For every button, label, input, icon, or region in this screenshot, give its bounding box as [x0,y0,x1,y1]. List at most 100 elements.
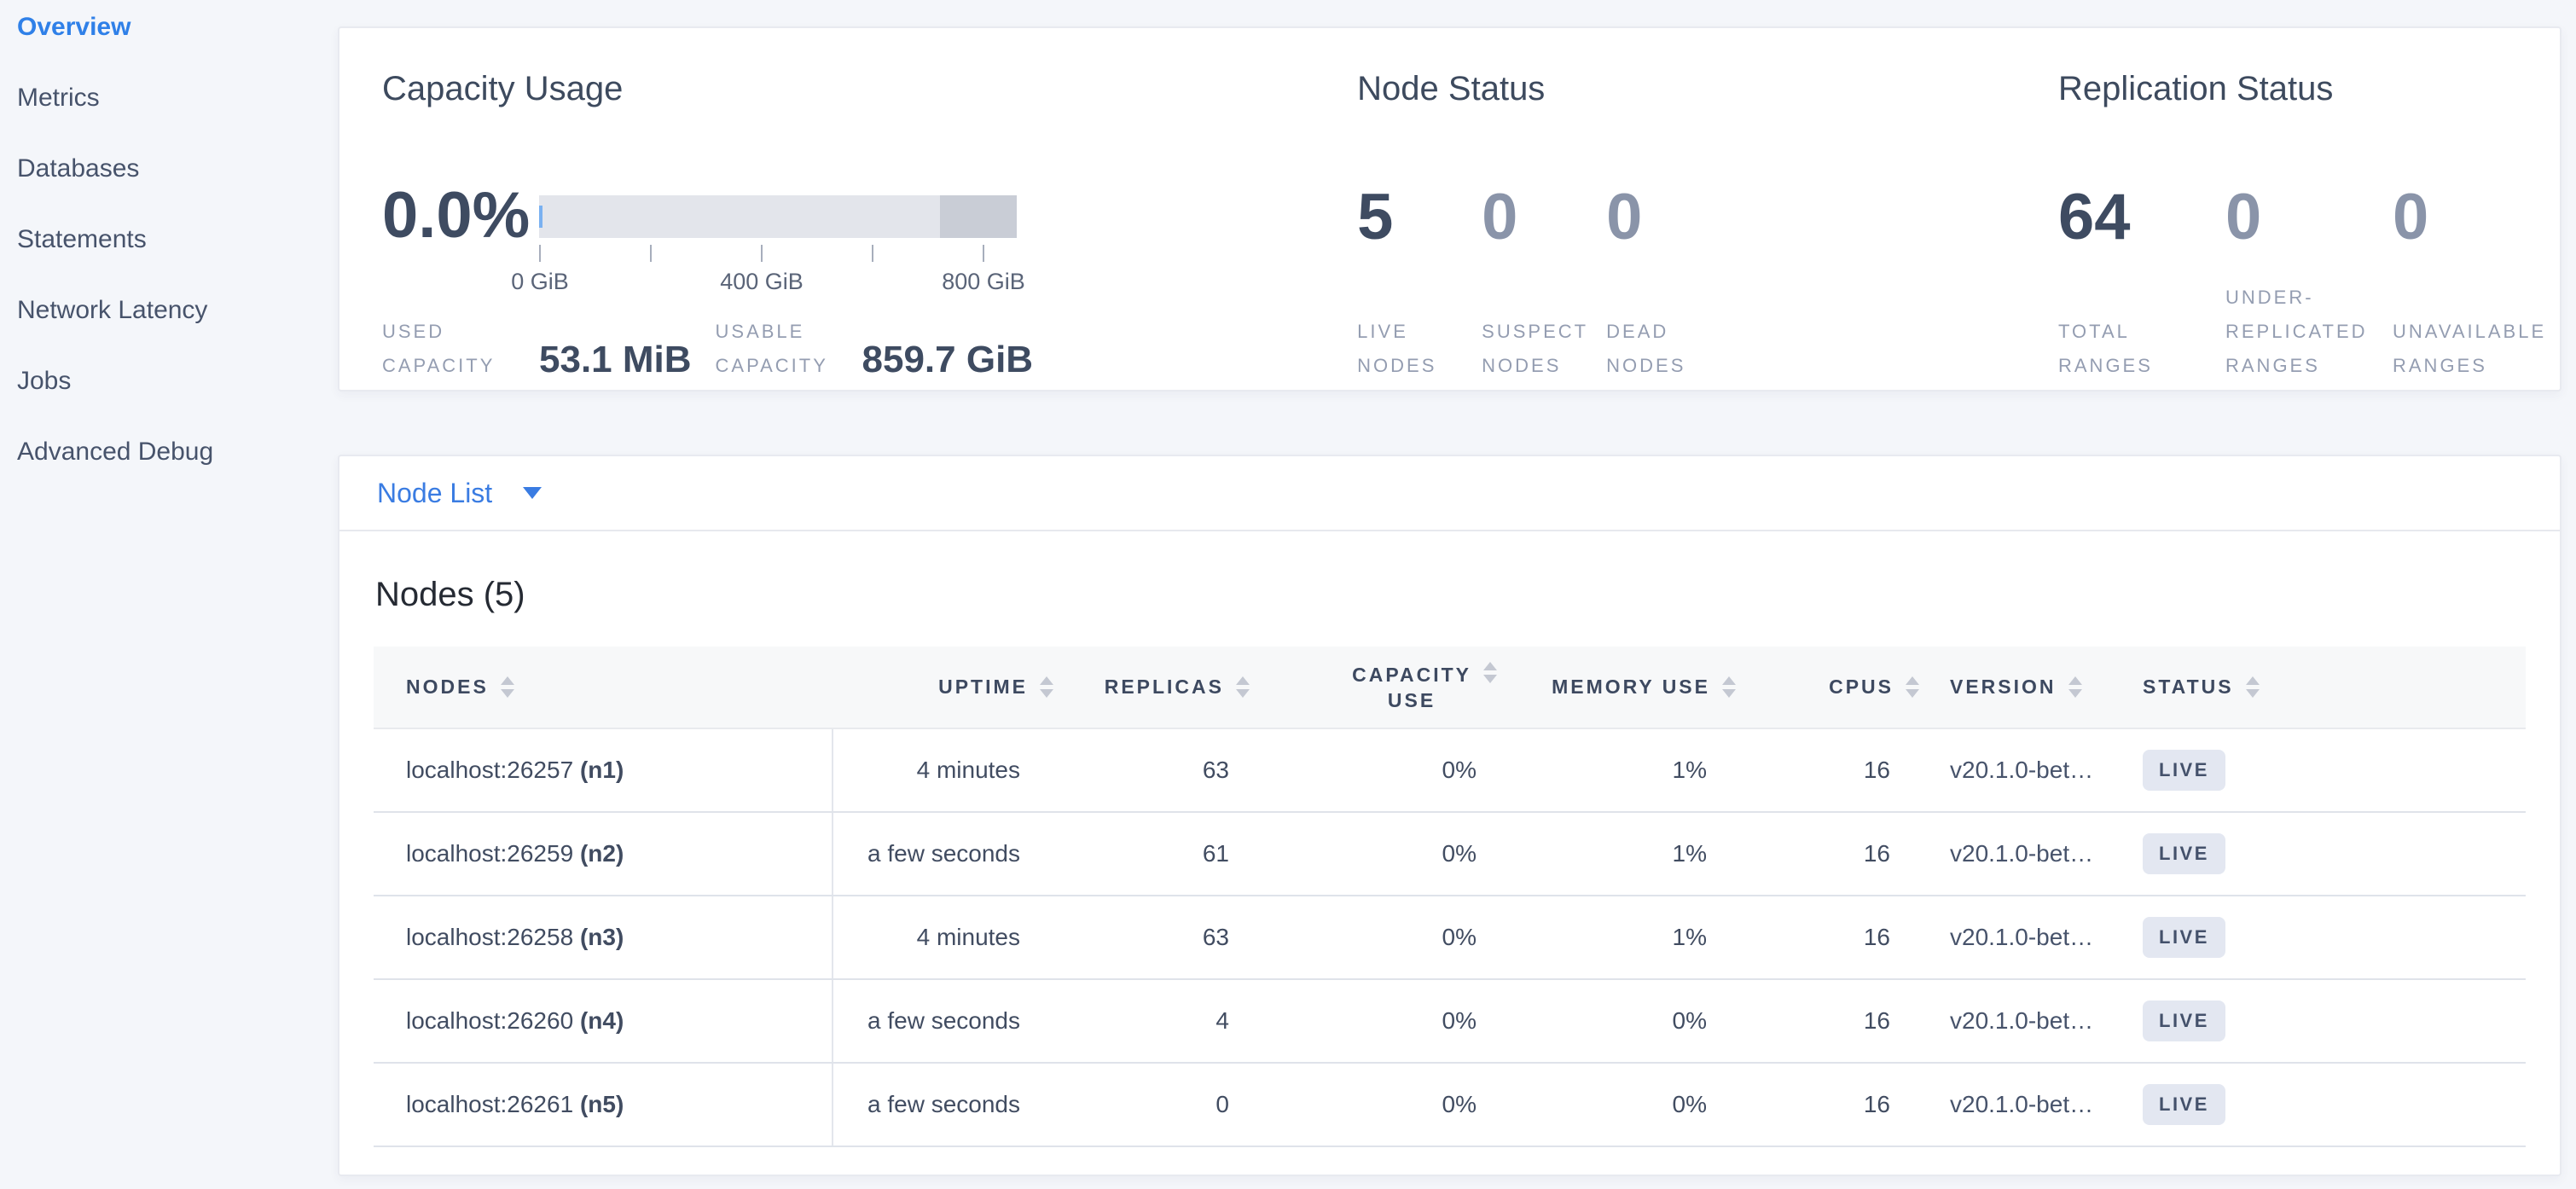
capacity-axis [539,241,1017,264]
capacity-stats-row: USED CAPACITY 53.1 MiB USABLE CAPACITY 8… [382,315,1357,383]
label-line: RANGES [2225,355,2320,376]
cpus-cell: 16 [1741,896,1924,980]
used-capacity-value: 53.1 MiB [539,339,692,380]
replicas-cell: 63 [1059,896,1255,980]
capacity-bar-other-segment [940,195,1017,238]
node-address: localhost:26258 [406,924,574,950]
total-ranges-stat: 64 TOTAL RANGES [2058,183,2225,383]
memory-use-cell: 0% [1502,1063,1741,1147]
uptime-cell: a few seconds [833,812,1059,896]
version-cell: v20.1.0-bet… [1924,728,2112,813]
sort-icon [2068,676,2082,698]
column-label: STATUS [2143,676,2234,698]
sidebar-item-advanced-debug[interactable]: Advanced Debug [17,438,214,466]
suspect-nodes-stat: 0 SUSPECT NODES [1482,183,1606,383]
status-cell: LIVE [2112,979,2526,1064]
total-ranges-value: 64 [2058,181,2131,253]
node-list-dropdown[interactable]: Node List [377,478,542,509]
capacity-usage-title: Capacity Usage [382,70,624,107]
node-address-cell: localhost:26257 (n1) [374,728,833,813]
uptime-cell: 4 minutes [833,896,1059,980]
used-capacity-label-line1: USED [382,321,445,342]
node-address: localhost:26260 [406,1007,574,1034]
node-list-dropdown-label: Node List [377,477,493,508]
status-badge: LIVE [2143,1000,2225,1041]
unavailable-ranges-label: UNAVAILABLE RANGES [2393,281,2560,383]
live-nodes-label: LIVE NODES [1357,281,1482,383]
replication-stats: 64 TOTAL RANGES 0 UNDER- REPLICATED RANG… [2058,183,2560,383]
sort-icon [1906,676,1919,698]
column-header-uptime[interactable]: UPTIME [833,647,1059,729]
label-line: RANGES [2393,355,2487,376]
sidebar-item-statements[interactable]: Statements [17,225,147,253]
node-status-panel: Node Status 5 LIVE NODES 0 SUSPECT NODE [1357,28,2058,390]
suspect-nodes-label: SUSPECT NODES [1482,281,1606,383]
uptime-cell: a few seconds [833,1063,1059,1147]
suspect-nodes-value: 0 [1482,181,1518,253]
node-address-cell: localhost:26261 (n5) [374,1063,833,1147]
sort-icon [1236,676,1250,698]
column-header-nodes[interactable]: NODES [374,647,833,729]
sort-icon [1483,661,1497,683]
status-cell: LIVE [2112,896,2526,980]
used-capacity-label: USED CAPACITY [382,315,534,383]
status-badge: LIVE [2143,750,2225,791]
sidebar-item-metrics[interactable]: Metrics [17,84,100,112]
sort-icon [1722,676,1736,698]
axis-label-0: 0 GiB [511,269,569,294]
table-row[interactable]: localhost:26259 (n2) a few seconds 61 0%… [374,812,2526,896]
capacity-percent-value: 0.0% [382,179,531,252]
nodes-table-header: NODES UPTIME [374,647,2526,729]
status-cell: LIVE [2112,728,2526,813]
column-label: CPUS [1829,676,1894,698]
cpus-cell: 16 [1741,1063,1924,1147]
column-label: VERSION [1950,676,2057,698]
column-header-status[interactable]: STATUS [2112,647,2526,729]
memory-use-cell: 0% [1502,979,1741,1064]
axis-label-400: 400 GiB [720,269,804,294]
sidebar-item-overview[interactable]: Overview [17,13,131,41]
node-status-stats: 5 LIVE NODES 0 SUSPECT NODES [1357,183,2058,383]
version-cell: v20.1.0-bet… [1924,896,2112,980]
replicas-cell: 63 [1059,728,1255,813]
table-row[interactable]: localhost:26261 (n5) a few seconds 0 0% … [374,1063,2526,1147]
column-header-memory-use[interactable]: MEMORY USE [1502,647,1741,729]
memory-use-cell: 1% [1502,896,1741,980]
node-status-title: Node Status [1357,70,1546,107]
capacity-gauge-row: 0.0% [382,183,1357,298]
chevron-down-icon [523,487,542,499]
label-line: NODES [1482,355,1562,376]
column-header-version[interactable]: VERSION [1924,647,2112,729]
used-capacity-label-line2: CAPACITY [382,355,496,376]
sidebar: Overview Metrics Databases Statements Ne… [0,0,338,1189]
sidebar-item-network-latency[interactable]: Network Latency [17,296,208,324]
unavailable-ranges-stat: 0 UNAVAILABLE RANGES [2393,183,2560,383]
table-row[interactable]: localhost:26260 (n4) a few seconds 4 0% … [374,979,2526,1064]
label-line: UNDER- [2225,287,2314,308]
column-label: NODES [406,676,489,698]
total-ranges-label: TOTAL RANGES [2058,281,2225,383]
nodes-table: NODES UPTIME [374,647,2526,1147]
sort-icon [1040,676,1053,698]
cluster-summary-card: Capacity Usage 0.0% [338,26,2561,392]
table-row[interactable]: localhost:26258 (n3) 4 minutes 63 0% 1% … [374,896,2526,980]
memory-use-cell: 1% [1502,812,1741,896]
table-row[interactable]: localhost:26257 (n1) 4 minutes 63 0% 1% … [374,728,2526,813]
node-id: (n1) [579,757,624,783]
under-replicated-ranges-value: 0 [2225,181,2262,253]
column-label: UPTIME [938,676,1028,698]
sidebar-item-jobs[interactable]: Jobs [17,367,72,395]
label-line: TOTAL [2058,321,2130,342]
status-badge: LIVE [2143,833,2225,874]
dead-nodes-stat: 0 DEAD NODES [1606,183,1731,383]
column-header-replicas[interactable]: REPLICAS [1059,647,1255,729]
column-header-cpus[interactable]: CPUS [1741,647,1924,729]
column-label: MEMORY USE [1552,676,1710,698]
uptime-cell: 4 minutes [833,728,1059,813]
capacity-bar-track [539,195,1017,238]
sidebar-item-databases[interactable]: Databases [17,154,140,183]
capacity-use-cell: 0% [1255,979,1502,1064]
under-replicated-ranges-stat: 0 UNDER- REPLICATED RANGES [2225,183,2393,383]
column-header-capacity-use[interactable]: CAPACITY USE [1255,647,1502,729]
